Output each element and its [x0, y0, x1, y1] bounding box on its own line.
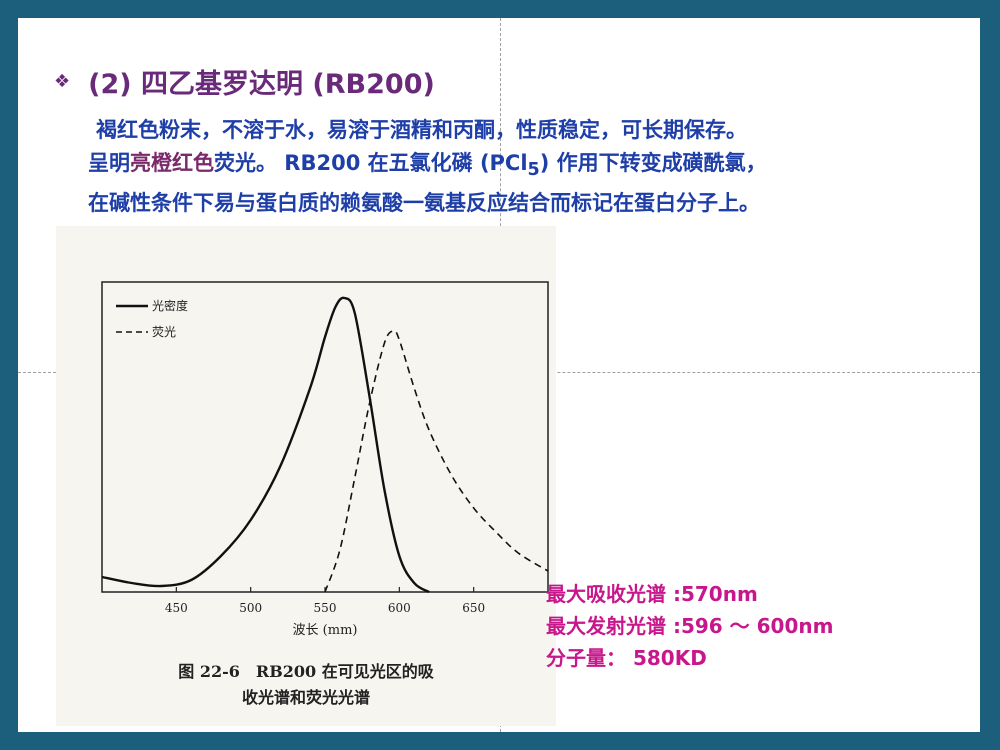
x-axis-label: 波长 (mm)	[293, 623, 358, 636]
subscript-5: 5	[527, 160, 540, 181]
paragraph-line-1: 褐红色粉末，不溶于水，易溶于酒精和丙酮，性质稳定，可长期保存。	[96, 118, 747, 142]
legend-label: 荧光	[152, 325, 176, 339]
heading-text: (2) 四乙基罗达明 (RB200)	[88, 69, 435, 100]
diamond-bullet-icon: ❖	[54, 71, 71, 92]
slide-heading: ❖ (2) 四乙基罗达明 (RB200)	[54, 62, 435, 101]
figure-caption-line-1: 图 22-6 RB200 在可见光区的吸	[178, 662, 434, 681]
slide: ❖ (2) 四乙基罗达明 (RB200) 褐红色粉末，不溶于水，易溶于酒精和丙酮…	[18, 18, 980, 732]
x-tick-label: 500	[239, 601, 262, 615]
paragraph-line-2-pre: 呈明	[88, 151, 130, 175]
series-line-fluorescence	[324, 330, 549, 593]
x-tick-label: 550	[314, 601, 337, 615]
property-list: 最大吸收光谱 :570nm 最大发射光谱 :596 ～ 600nm 分子量： 5…	[546, 578, 833, 674]
paragraph-line-2-mid: 荧光。 RB200 在五氯化磷 (PCl	[214, 151, 528, 175]
spectrum-figure: 450 500 550 600 650 波长 (mm) 光密度荧光 图 22-6 RB200…	[56, 226, 556, 726]
highlight-text: 亮橙红色	[130, 151, 214, 175]
max-emission: 最大发射光谱 :596 ～ 600nm	[546, 614, 834, 638]
x-tick-label: 600	[388, 601, 411, 615]
x-tick-label: 650	[462, 601, 485, 615]
figure-caption-line-2: 收光谱和荧光光谱	[241, 688, 370, 707]
x-tick-label: 450	[165, 601, 188, 615]
description-paragraph: 褐红色粉末，不溶于水，易溶于酒精和丙酮，性质稳定，可长期保存。 呈明亮橙红色荧光…	[88, 114, 978, 220]
max-absorption: 最大吸收光谱 :570nm	[546, 582, 758, 606]
paragraph-line-3: 在碱性条件下易与蛋白质的赖氨酸一氨基反应结合而标记在蛋白分子上。	[88, 191, 760, 216]
molecular-weight: 分子量： 580KD	[546, 646, 707, 670]
legend-label: 光密度	[152, 298, 188, 313]
series-line-absorbance	[101, 296, 430, 594]
paragraph-line-2-post: ) 作用下转变成磺酰氯，	[539, 151, 767, 175]
paragraph-line-2: 呈明亮橙红色荧光。 RB200 在五氯化磷 (PCl5) 作用下转变成磺酰氯，	[88, 147, 978, 187]
